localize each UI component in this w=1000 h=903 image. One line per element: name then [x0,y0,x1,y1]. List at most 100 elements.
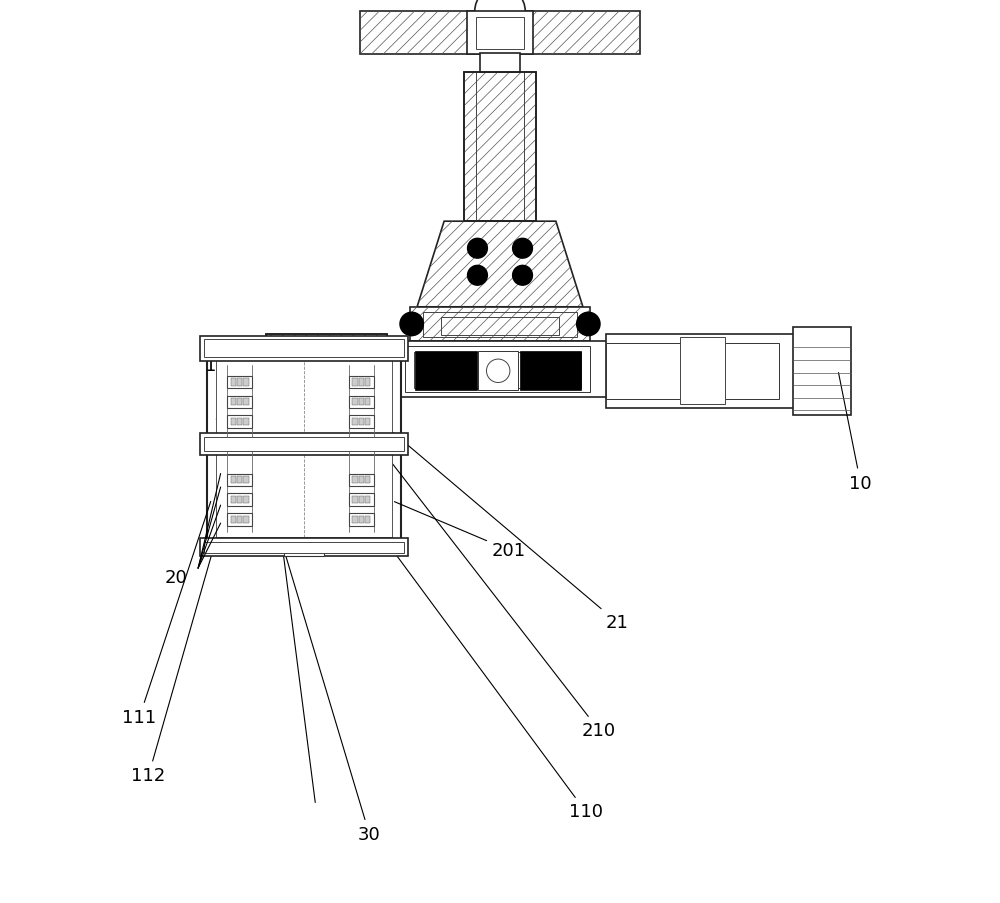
Bar [359,497,364,504]
Bar [349,494,374,507]
Bar [231,379,236,386]
Bar [200,336,408,361]
Bar [204,438,404,452]
Bar [349,377,374,389]
Bar [793,327,851,415]
Bar [359,517,364,524]
Bar [352,517,358,524]
Bar [410,307,590,341]
Text: 21: 21 [385,426,629,631]
Bar [352,497,358,504]
Bar [231,517,236,524]
Bar [359,477,364,484]
Bar [606,343,779,399]
Bar [207,343,401,546]
Bar [365,477,370,484]
Bar [227,396,252,409]
Polygon shape [417,222,583,307]
Text: 210: 210 [377,444,616,740]
Bar [227,494,252,507]
Bar [243,379,249,386]
Bar [480,53,520,73]
Bar [243,497,249,504]
Bar [266,334,387,408]
Bar [467,12,533,55]
Bar [365,379,370,386]
Circle shape [577,312,600,336]
Bar [365,399,370,406]
Bar [441,317,559,335]
Bar [476,17,524,50]
Text: 10: 10 [839,373,872,492]
Bar [365,497,370,504]
Bar [243,419,249,426]
Text: 1: 1 [242,404,313,452]
Bar [237,399,242,406]
Bar [520,351,581,390]
Bar [518,12,640,55]
Bar [365,517,370,524]
Bar [231,497,236,504]
Circle shape [486,359,510,383]
Bar [365,419,370,426]
Bar [227,474,252,487]
Bar [237,419,242,426]
Bar [349,416,374,429]
Bar [237,517,242,524]
Bar [464,73,536,222]
Bar [387,341,608,397]
Bar [227,514,252,526]
Bar [415,351,477,390]
Bar [352,379,358,386]
Bar [349,474,374,487]
Bar [243,517,249,524]
Bar [464,73,536,222]
Bar [200,539,408,557]
Bar [423,312,577,338]
Bar [405,347,590,392]
Bar [360,12,482,55]
Bar [204,543,404,554]
Circle shape [400,312,423,336]
Bar [478,351,518,390]
Bar [237,477,242,484]
Circle shape [513,266,532,286]
Bar [266,334,387,408]
Bar [237,379,242,386]
Bar [200,434,408,455]
Bar [227,416,252,429]
Bar [680,338,725,405]
Text: 30: 30 [283,546,381,843]
Bar [231,477,236,484]
Text: 111: 111 [122,502,211,726]
Bar [349,396,374,409]
Bar [284,545,324,557]
Bar [359,419,364,426]
Bar [359,399,364,406]
Bar [231,419,236,426]
Text: 112: 112 [131,520,222,785]
Bar [352,477,358,484]
Bar [216,352,392,537]
Polygon shape [216,397,270,420]
Polygon shape [207,408,387,497]
Circle shape [475,0,525,37]
Bar [352,399,358,406]
Bar [243,477,249,484]
Bar [349,514,374,526]
Circle shape [468,239,487,259]
Bar [414,352,581,388]
Circle shape [468,266,487,286]
Bar [352,419,358,426]
Bar [359,379,364,386]
Bar [243,399,249,406]
Text: 201: 201 [394,502,526,560]
Bar [606,334,797,408]
Text: 20: 20 [164,569,187,587]
Text: 11: 11 [205,357,277,383]
Bar [237,497,242,504]
Bar [204,340,404,358]
Bar [227,377,252,389]
Circle shape [513,239,532,259]
Bar [231,399,236,406]
